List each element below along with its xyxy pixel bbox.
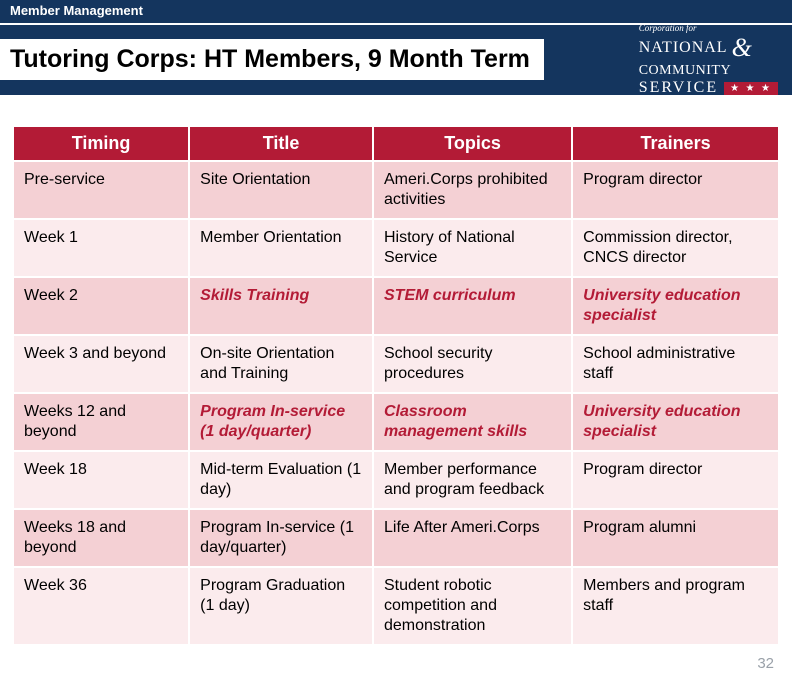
cell-trainers: Program director [572,161,779,219]
table-header-row: Timing Title Topics Trainers [13,126,779,161]
cell-trainers: Program director [572,451,779,509]
cell-title: Program Graduation (1 day) [189,567,373,645]
cell-trainers: University education specialist [572,393,779,451]
cell-timing: Weeks 12 and beyond [13,393,189,451]
table-row: Weeks 18 and beyondProgram In-service (1… [13,509,779,567]
cell-topics: Life After Ameri.Corps [373,509,572,567]
cell-topics: Classroom management skills [373,393,572,451]
cell-title: Mid-term Evaluation (1 day) [189,451,373,509]
table-row: Week 18Mid-term Evaluation (1 day)Member… [13,451,779,509]
logo-line-4: SERVICE★ ★ ★ [639,79,778,97]
table-row: Week 3 and beyondOn-site Orientation and… [13,335,779,393]
section-bar: Member Management [0,0,792,25]
cell-topics: School security procedures [373,335,572,393]
cell-topics: History of National Service [373,219,572,277]
cell-title: Site Orientation [189,161,373,219]
cell-timing: Week 2 [13,277,189,335]
stars-icon: ★ ★ ★ [724,82,778,95]
col-topics: Topics [373,126,572,161]
cell-title: On-site Orientation and Training [189,335,373,393]
cell-title: Member Orientation [189,219,373,277]
cell-topics: Member performance and program feedback [373,451,572,509]
cell-timing: Week 1 [13,219,189,277]
cell-topics: Student robotic competition and demonstr… [373,567,572,645]
cell-trainers: University education specialist [572,277,779,335]
col-timing: Timing [13,126,189,161]
cell-topics: Ameri.Corps prohibited activities [373,161,572,219]
cell-timing: Week 3 and beyond [13,335,189,393]
page-title: Tutoring Corps: HT Members, 9 Month Term [0,39,544,80]
logo-line-2: NATIONAL& [639,33,753,63]
logo-line-3: COMMUNITY [639,63,731,79]
content-area: Timing Title Topics Trainers Pre-service… [0,95,792,646]
table-row: Week 36Program Graduation (1 day)Student… [13,567,779,645]
col-title: Title [189,126,373,161]
cell-topics: STEM curriculum [373,277,572,335]
col-trainers: Trainers [572,126,779,161]
table-row: Pre-serviceSite OrientationAmeri.Corps p… [13,161,779,219]
cell-title: Program In-service (1 day/quarter) [189,393,373,451]
cell-timing: Pre-service [13,161,189,219]
cell-trainers: Commission director, CNCS director [572,219,779,277]
title-banner: Tutoring Corps: HT Members, 9 Month Term… [0,25,792,95]
cell-trainers: School administrative staff [572,335,779,393]
schedule-table: Timing Title Topics Trainers Pre-service… [12,125,780,646]
cns-logo: Corporation for NATIONAL& COMMUNITY SERV… [639,23,792,97]
table-row: Week 2Skills TrainingSTEM curriculumUniv… [13,277,779,335]
table-row: Week 1Member OrientationHistory of Natio… [13,219,779,277]
cell-title: Skills Training [189,277,373,335]
cell-timing: Week 36 [13,567,189,645]
cell-title: Program In-service (1 day/quarter) [189,509,373,567]
cell-timing: Weeks 18 and beyond [13,509,189,567]
cell-trainers: Members and program staff [572,567,779,645]
table-row: Weeks 12 and beyondProgram In-service (1… [13,393,779,451]
cell-trainers: Program alumni [572,509,779,567]
page-number: 32 [757,655,774,672]
section-label: Member Management [10,3,143,18]
table-body: Pre-serviceSite OrientationAmeri.Corps p… [13,161,779,645]
cell-timing: Week 18 [13,451,189,509]
logo-line-1: Corporation for [639,23,697,33]
